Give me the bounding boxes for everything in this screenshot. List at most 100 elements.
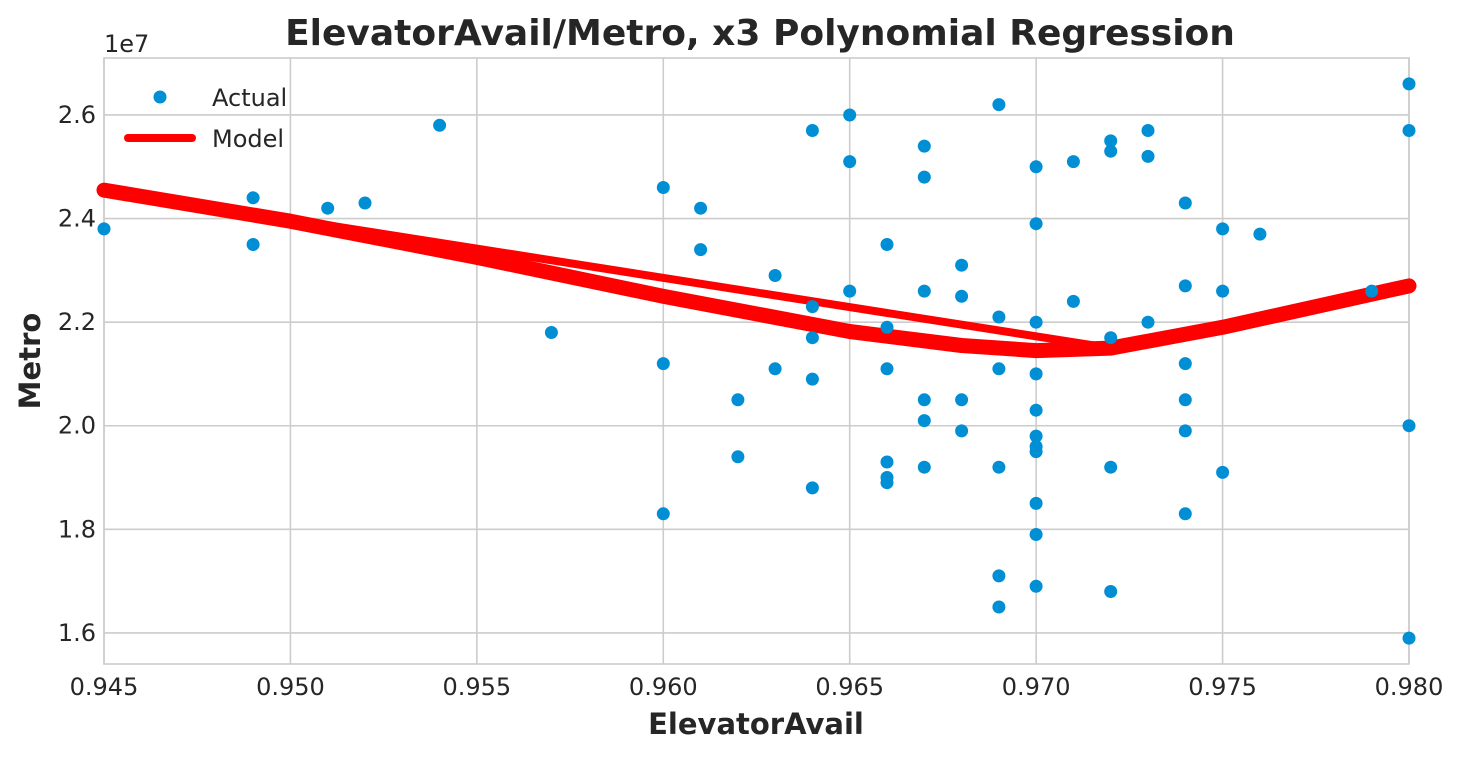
actual-point — [917, 460, 931, 474]
actual-point — [917, 393, 931, 407]
y-tick-label: 2.4 — [58, 205, 96, 233]
actual-point — [731, 450, 745, 464]
actual-point — [433, 118, 447, 132]
actual-point — [1216, 222, 1230, 236]
actual-point — [1178, 393, 1192, 407]
actual-point — [1365, 284, 1379, 298]
actual-point — [768, 269, 782, 282]
actual-point — [805, 300, 819, 314]
y-tick-labels: 1.6 1.8 2.0 2.2 2.4 2.6 — [58, 101, 96, 647]
actual-point — [880, 362, 894, 376]
actual-point — [992, 600, 1006, 614]
actual-point — [880, 476, 894, 490]
actual-point — [694, 243, 708, 257]
actual-point — [1029, 429, 1043, 443]
legend: Actual Model — [124, 84, 287, 153]
actual-point — [1402, 77, 1416, 91]
y-tick-label: 2.0 — [58, 412, 96, 440]
actual-point — [544, 326, 558, 339]
actual-point — [1104, 585, 1118, 598]
x-tick-label: 0.970 — [1002, 673, 1071, 701]
actual-point — [992, 98, 1006, 112]
actual-point — [1029, 579, 1043, 593]
y-tick-label: 2.6 — [58, 101, 96, 129]
actual-point — [1178, 357, 1192, 371]
actual-point — [1029, 496, 1043, 510]
plot-area-frame — [103, 57, 1410, 665]
actual-point — [1216, 465, 1230, 479]
actual-point — [1029, 403, 1043, 417]
actual-point — [1066, 155, 1080, 169]
actual-point — [1402, 631, 1416, 645]
actual-point — [992, 569, 1006, 583]
actual-point — [656, 357, 670, 371]
actual-point — [955, 289, 969, 303]
actual-point — [1178, 196, 1192, 210]
actual-point — [731, 393, 745, 407]
actual-point — [917, 170, 931, 184]
actual-point — [694, 201, 708, 215]
actual-point — [955, 258, 969, 272]
actual-point — [321, 201, 335, 215]
actual-point — [1029, 528, 1043, 541]
actual-point — [656, 507, 670, 521]
actual-point — [992, 460, 1006, 474]
actual-point — [805, 124, 819, 137]
actual-point — [1066, 294, 1080, 308]
actual-point — [1141, 315, 1155, 329]
y-tick-label: 1.8 — [58, 515, 96, 543]
x-tick-labels: 0.945 0.950 0.955 0.960 0.965 0.970 0.975 0.980 — [70, 673, 1444, 701]
model-chord — [100, 186, 1115, 353]
x-tick-label: 0.980 — [1375, 673, 1444, 701]
legend-model-label: Model — [212, 125, 284, 153]
actual-point — [246, 238, 260, 251]
x-tick-label: 0.945 — [70, 673, 139, 701]
actual-point — [880, 320, 894, 334]
legend-actual-marker — [153, 90, 167, 104]
actual-point — [843, 155, 857, 169]
y-offset-label: 1e7 — [104, 30, 149, 58]
x-tick-label: 0.975 — [1188, 673, 1257, 701]
model-series — [96, 182, 1417, 359]
legend-actual-label: Actual — [212, 84, 287, 112]
actual-point — [1104, 134, 1118, 148]
actual-point — [805, 481, 819, 495]
actual-point — [992, 362, 1006, 376]
actual-point — [805, 372, 819, 386]
actual-point — [1141, 124, 1155, 137]
actual-point — [1029, 217, 1043, 231]
y-tick-label: 2.2 — [58, 308, 96, 336]
actual-point — [1029, 315, 1043, 329]
model-curve — [96, 182, 1417, 359]
actual-point — [1402, 419, 1416, 433]
actual-point — [1029, 445, 1043, 459]
actual-point — [1178, 424, 1192, 438]
actual-point — [843, 284, 857, 298]
y-tick-label: 1.6 — [58, 619, 96, 647]
actual-point — [992, 310, 1006, 324]
actual-point — [656, 181, 670, 194]
x-axis-label: ElevatorAvail — [648, 707, 864, 741]
actual-point — [880, 455, 894, 469]
actual-point — [768, 362, 782, 376]
x-tick-label: 0.960 — [629, 673, 698, 701]
actual-series — [97, 77, 1416, 645]
actual-point — [917, 414, 931, 428]
actual-point — [246, 191, 260, 205]
actual-point — [1216, 284, 1230, 298]
actual-point — [955, 393, 969, 407]
actual-point — [917, 139, 931, 153]
x-tick-label: 0.965 — [815, 673, 884, 701]
actual-point — [97, 222, 111, 236]
chart-title: ElevatorAvail/Metro, x3 Polynomial Regre… — [285, 13, 1235, 54]
y-axis-label: Metro — [13, 313, 47, 410]
actual-point — [1104, 460, 1118, 474]
actual-point — [880, 238, 894, 251]
actual-point — [1402, 124, 1416, 137]
actual-point — [955, 424, 969, 438]
actual-point — [1104, 331, 1118, 345]
actual-point — [1029, 367, 1043, 381]
actual-point — [917, 284, 931, 298]
x-tick-label: 0.950 — [256, 673, 325, 701]
